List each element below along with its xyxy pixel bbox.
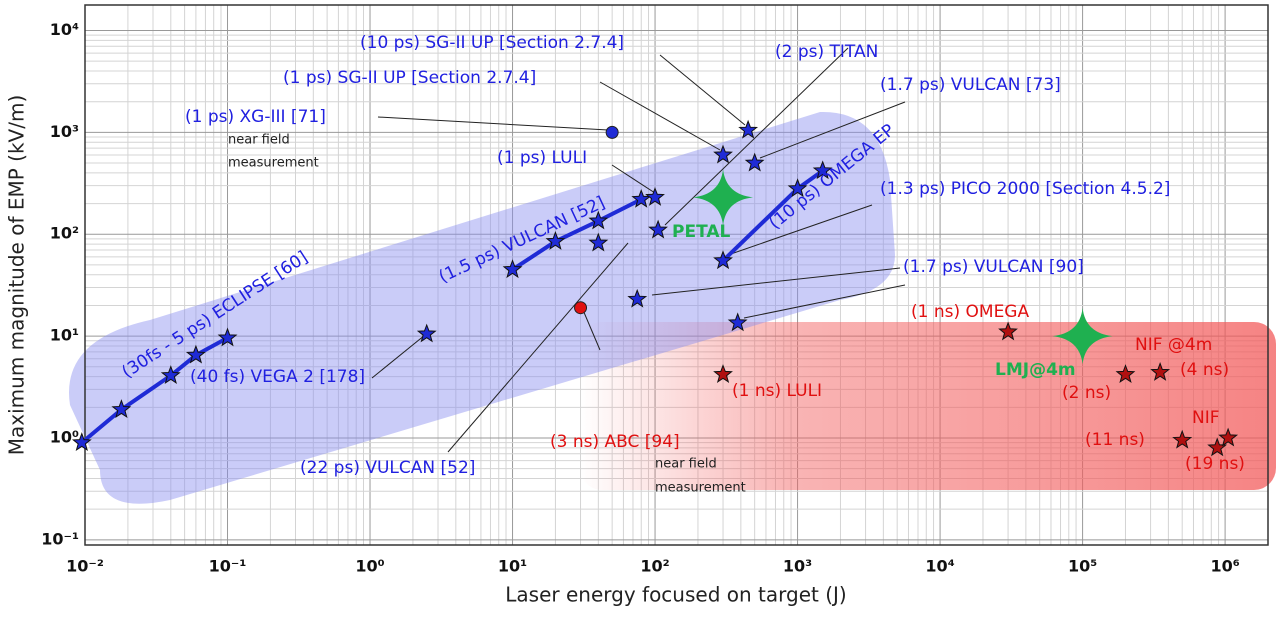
annotation: (2 ns) xyxy=(1062,383,1111,403)
x-axis-label: Laser energy focused on target (J) xyxy=(505,583,846,607)
star-point xyxy=(545,230,566,250)
annotation: measurement xyxy=(655,481,746,496)
star-point xyxy=(713,144,733,164)
star-point xyxy=(1115,364,1136,383)
x-tick-label: 10⁵ xyxy=(1068,557,1097,576)
star-point xyxy=(588,232,609,252)
star-point xyxy=(1150,361,1171,381)
star-point xyxy=(502,259,523,279)
x-tick-label: 10⁴ xyxy=(925,557,954,576)
y-tick-label: 10⁻¹ xyxy=(41,529,79,548)
annotation: (1 ns) LULI xyxy=(732,381,822,401)
x-tick-label: 10³ xyxy=(783,557,812,576)
star-point xyxy=(713,364,733,383)
star-point xyxy=(588,210,609,230)
cross-point xyxy=(1052,308,1113,365)
annotation: (1.3 ps) PICO 2000 [Section 4.5.2] xyxy=(880,179,1170,199)
y-tick-label: 10³ xyxy=(50,122,79,141)
annotation: NIF @4m xyxy=(1135,335,1212,355)
x-tick-label: 10⁰ xyxy=(355,557,384,576)
annotation: (3 ns) ABC [94] xyxy=(550,432,680,452)
annotation: PETAL xyxy=(672,222,731,242)
cross-point xyxy=(693,169,754,226)
annotation: LMJ@4m xyxy=(995,360,1076,380)
leader-line xyxy=(743,284,906,319)
x-tick-label: 10⁻² xyxy=(66,557,104,576)
y-tick-label: 10⁰ xyxy=(50,427,79,446)
star-point xyxy=(738,119,759,139)
leader-line xyxy=(582,309,601,351)
annotation: (1.7 ps) VULCAN [90] xyxy=(903,257,1084,277)
annotation: (10 ps) SG-II UP [Section 2.7.4] xyxy=(360,33,624,53)
annotation: near field xyxy=(228,133,290,148)
star-point xyxy=(727,312,748,332)
star-point xyxy=(645,186,665,206)
annotation: (1 ps) LULI xyxy=(497,148,587,168)
x-tick-label: 10⁶ xyxy=(1210,557,1239,576)
star-point xyxy=(744,152,765,172)
ps-region xyxy=(69,111,895,504)
star-point xyxy=(998,321,1018,341)
star-point xyxy=(713,250,733,270)
x-tick-label: 10² xyxy=(640,557,669,576)
annotation: (1.7 ps) VULCAN [73] xyxy=(880,75,1061,95)
leader-line xyxy=(447,242,629,453)
star-point xyxy=(160,365,181,384)
annotation: NIF xyxy=(1192,408,1220,428)
star-point xyxy=(631,188,652,208)
star-point xyxy=(1172,429,1193,449)
leader-line xyxy=(727,204,873,256)
leader-line xyxy=(377,116,609,131)
y-tick-label: 10⁴ xyxy=(50,20,79,39)
y-tick-label: 10¹ xyxy=(50,326,79,345)
y-tick-label: 10² xyxy=(50,224,79,243)
annotation: (1 ps) SG-II UP [Section 2.7.4] xyxy=(283,68,536,88)
ns-region xyxy=(580,322,1276,490)
leader-line xyxy=(651,267,901,296)
leader-line xyxy=(664,47,849,226)
star-point xyxy=(71,432,92,452)
star-point xyxy=(812,160,833,180)
x-tick-label: 10⁻¹ xyxy=(209,557,247,576)
leader-line xyxy=(759,101,906,159)
star-point xyxy=(111,399,132,419)
star-point xyxy=(627,288,648,308)
star-point xyxy=(217,327,238,347)
leader-line xyxy=(611,164,656,194)
leader-line xyxy=(371,334,426,379)
star-point xyxy=(648,219,668,239)
x-tick-label: 10¹ xyxy=(498,557,527,576)
y-axis-label: Maximum magnitude of EMP (kV/m) xyxy=(5,95,29,455)
annotation: (22 ps) VULCAN [52] xyxy=(300,458,475,478)
series-line xyxy=(511,197,643,272)
star-point xyxy=(787,178,808,198)
leader-line xyxy=(659,54,746,126)
annotation: (2 ps) TITAN xyxy=(775,42,878,62)
leader-line xyxy=(599,81,721,151)
circle-point xyxy=(574,301,588,315)
annotation: (19 ns) xyxy=(1185,454,1245,474)
annotation: (40 fs) VEGA 2 [178] xyxy=(190,367,365,387)
plot-frame xyxy=(84,4,1269,546)
annotation: (4 ns) xyxy=(1180,360,1229,380)
star-point xyxy=(416,323,437,343)
star-point xyxy=(185,344,206,364)
annotation: near field xyxy=(655,457,717,472)
annotation: (1 ns) OMEGA xyxy=(911,302,1029,322)
annotation: (11 ns) xyxy=(1085,430,1145,450)
annotation: measurement xyxy=(228,156,319,171)
annotation: (1 ps) XG-III [71] xyxy=(185,107,326,127)
circle-point xyxy=(605,125,619,139)
star-point xyxy=(1218,427,1239,447)
